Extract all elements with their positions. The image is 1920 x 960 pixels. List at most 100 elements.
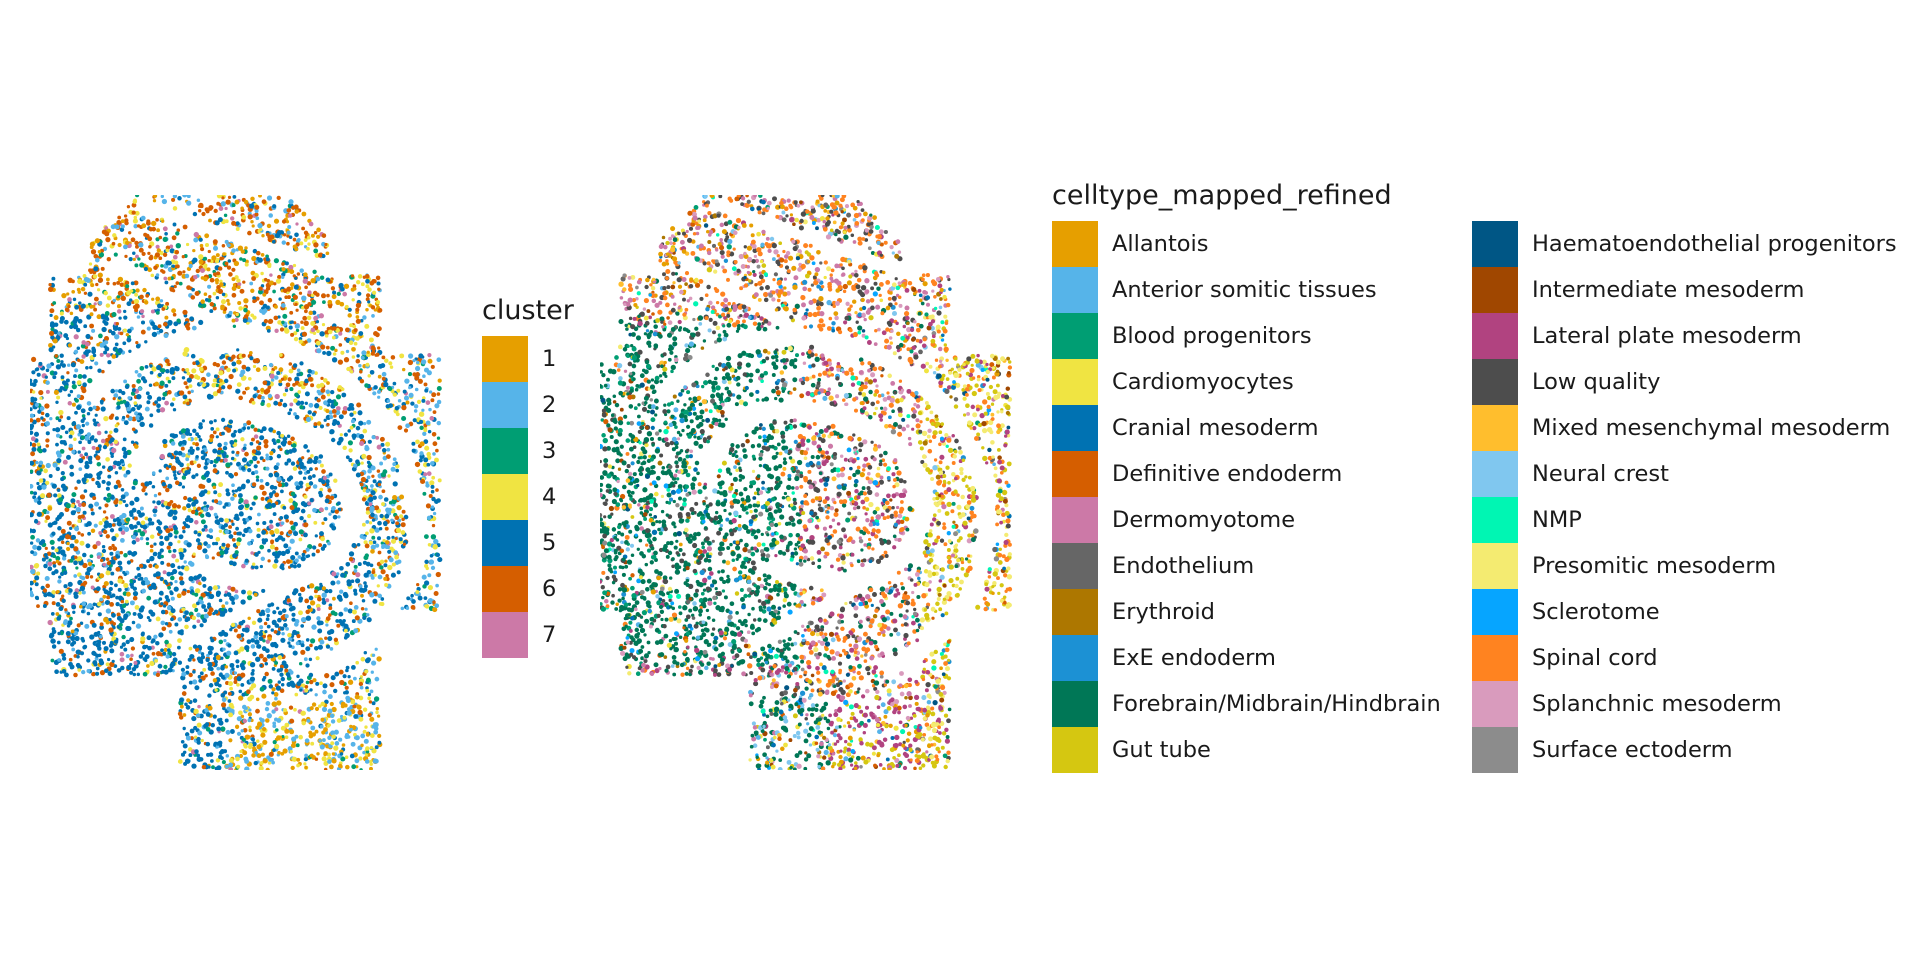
cluster-point [64, 430, 69, 435]
cluster-point [180, 446, 185, 451]
cluster-point [363, 572, 369, 578]
cluster-point [299, 361, 304, 366]
cluster-point [278, 382, 283, 387]
cluster-point [42, 448, 47, 453]
cluster-point [349, 724, 353, 729]
cluster-point [294, 232, 299, 238]
cluster-point [148, 423, 154, 428]
cluster-point [202, 548, 208, 554]
cluster-point [97, 249, 102, 254]
cluster-point [362, 315, 367, 320]
cluster-point [31, 528, 37, 534]
cluster-point [121, 466, 126, 471]
cluster-point [123, 473, 128, 478]
cluster-point [381, 355, 386, 360]
cluster-point [41, 557, 46, 562]
cluster-point [364, 274, 370, 279]
cluster-point [282, 288, 288, 293]
cluster-point [277, 315, 281, 319]
cluster-point [171, 308, 177, 314]
cluster-point [49, 539, 55, 545]
cluster-point [255, 475, 260, 479]
cluster-point [371, 653, 376, 658]
cluster-point [200, 614, 205, 620]
cluster-point [367, 439, 372, 444]
cluster-point [192, 698, 198, 703]
cluster-point [200, 652, 205, 656]
cluster-point [78, 440, 82, 445]
cluster-point [393, 550, 399, 556]
cluster-point [400, 522, 406, 528]
cluster-point [303, 444, 308, 449]
cluster-point [63, 672, 69, 678]
cluster-point [45, 421, 50, 427]
cluster-point [174, 366, 180, 372]
cluster-point [193, 725, 198, 731]
cluster-point [362, 536, 367, 540]
cluster-point [371, 660, 377, 666]
cluster-point [161, 368, 166, 373]
cluster-point [293, 284, 299, 290]
cluster-point [36, 447, 42, 452]
cluster-point [415, 439, 420, 445]
cluster-point [140, 482, 145, 487]
cluster-point [420, 478, 426, 485]
cluster-point [200, 738, 204, 743]
cluster-point [71, 647, 76, 652]
cluster-point [298, 610, 303, 616]
cluster-point [200, 513, 205, 518]
cluster-point [311, 624, 317, 630]
cluster-point [250, 219, 254, 224]
cluster-point [252, 296, 257, 301]
cluster-point [379, 559, 385, 565]
cluster-point [90, 283, 95, 288]
cluster-point [328, 744, 333, 749]
cluster-point [214, 541, 219, 546]
cluster-point [80, 286, 86, 292]
cluster-point [394, 515, 400, 521]
cluster-point [325, 389, 331, 395]
cluster-point [228, 738, 233, 743]
cluster-point [304, 738, 310, 743]
cluster-point [368, 502, 373, 507]
cluster-point [135, 195, 140, 198]
cluster-point [221, 760, 226, 765]
cluster-point [47, 566, 53, 572]
cluster-point [98, 634, 103, 639]
cluster-point [69, 543, 75, 549]
cluster-point [242, 750, 248, 756]
cluster-point [334, 741, 340, 746]
cluster-point [259, 429, 264, 434]
cluster-point [366, 460, 371, 465]
cluster-point [171, 329, 177, 334]
cluster-point [236, 537, 242, 543]
cluster-point [194, 360, 200, 366]
cluster-point [260, 401, 265, 407]
cluster-point [268, 318, 274, 324]
cluster-point [181, 525, 186, 530]
cluster-point [215, 758, 221, 763]
cluster-point [227, 691, 232, 696]
cluster-point [46, 363, 52, 369]
cluster-point [352, 287, 357, 291]
cluster-point [354, 735, 360, 741]
cluster-point [103, 415, 109, 422]
cluster-point [400, 606, 405, 611]
cluster-point [214, 681, 220, 687]
cluster-point [426, 370, 432, 376]
cluster-point [111, 312, 117, 318]
cluster-point [208, 420, 214, 425]
cluster-point [355, 302, 362, 309]
cluster-point [258, 612, 262, 616]
cluster-point [204, 298, 209, 302]
cluster-point [256, 744, 262, 750]
cluster-point [371, 314, 375, 318]
cluster-point [125, 403, 130, 408]
cluster-point [250, 671, 255, 676]
cluster-point [197, 704, 201, 709]
cluster-point [64, 307, 70, 313]
cluster-point [206, 459, 211, 464]
cluster-point [196, 619, 201, 624]
cluster-point [344, 685, 349, 690]
cluster-point [213, 512, 218, 517]
